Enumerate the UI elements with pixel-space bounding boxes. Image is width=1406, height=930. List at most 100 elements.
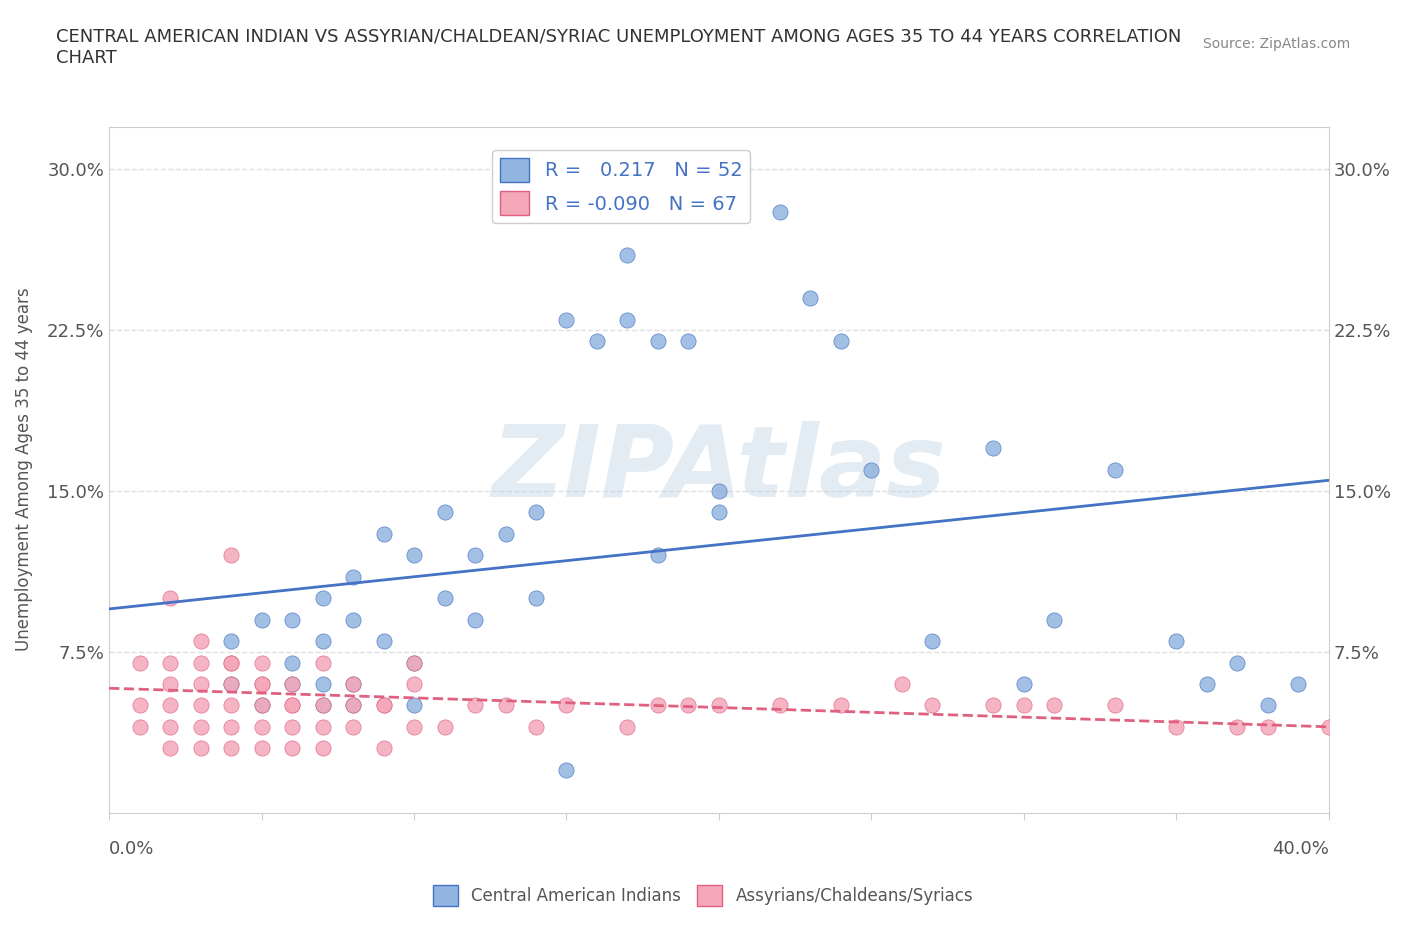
Point xyxy=(342,698,364,712)
Point xyxy=(707,698,730,712)
Point xyxy=(373,741,395,756)
Point xyxy=(250,698,273,712)
Point xyxy=(860,462,883,477)
Text: ZIPAtlas: ZIPAtlas xyxy=(492,421,946,518)
Point xyxy=(555,698,578,712)
Point xyxy=(342,676,364,691)
Point xyxy=(311,698,333,712)
Point xyxy=(1012,676,1035,691)
Point xyxy=(402,720,425,735)
Point xyxy=(373,526,395,541)
Point xyxy=(464,548,486,563)
Point xyxy=(1317,720,1340,735)
Point xyxy=(128,655,150,670)
Point xyxy=(159,720,181,735)
Legend: R =   0.217   N = 52, R = -0.090   N = 67: R = 0.217 N = 52, R = -0.090 N = 67 xyxy=(492,150,751,223)
Point xyxy=(464,612,486,627)
Point xyxy=(830,334,852,349)
Point xyxy=(190,698,212,712)
Point xyxy=(464,698,486,712)
Point xyxy=(281,698,304,712)
Point xyxy=(342,698,364,712)
Point xyxy=(250,676,273,691)
Point xyxy=(890,676,912,691)
Point xyxy=(647,334,669,349)
Point xyxy=(159,591,181,605)
Point xyxy=(159,655,181,670)
Point xyxy=(707,505,730,520)
Point xyxy=(311,741,333,756)
Point xyxy=(250,720,273,735)
Point xyxy=(311,720,333,735)
Point xyxy=(402,676,425,691)
Point xyxy=(219,720,242,735)
Point xyxy=(1226,655,1249,670)
Point xyxy=(707,484,730,498)
Point xyxy=(311,676,333,691)
Point xyxy=(647,548,669,563)
Point xyxy=(830,698,852,712)
Point xyxy=(311,633,333,648)
Point xyxy=(281,698,304,712)
Point xyxy=(1226,720,1249,735)
Point xyxy=(311,698,333,712)
Point xyxy=(402,698,425,712)
Point xyxy=(281,741,304,756)
Point xyxy=(402,655,425,670)
Point xyxy=(281,720,304,735)
Point xyxy=(586,334,609,349)
Text: 40.0%: 40.0% xyxy=(1272,840,1329,858)
Point xyxy=(219,548,242,563)
Point xyxy=(281,612,304,627)
Point xyxy=(616,247,638,262)
Point xyxy=(1104,462,1126,477)
Point xyxy=(342,569,364,584)
Point xyxy=(219,633,242,648)
Point xyxy=(190,676,212,691)
Point xyxy=(524,720,547,735)
Point xyxy=(1257,720,1279,735)
Point xyxy=(1043,698,1066,712)
Point xyxy=(281,676,304,691)
Point xyxy=(616,312,638,327)
Point xyxy=(250,655,273,670)
Point xyxy=(616,720,638,735)
Point xyxy=(190,633,212,648)
Point xyxy=(128,720,150,735)
Point xyxy=(250,612,273,627)
Point xyxy=(769,98,792,113)
Point xyxy=(219,698,242,712)
Point xyxy=(1104,698,1126,712)
Point xyxy=(402,655,425,670)
Point xyxy=(1012,698,1035,712)
Point xyxy=(311,591,333,605)
Point xyxy=(342,720,364,735)
Point xyxy=(159,698,181,712)
Point xyxy=(159,741,181,756)
Point xyxy=(128,698,150,712)
Point xyxy=(219,676,242,691)
Point xyxy=(647,698,669,712)
Point xyxy=(1166,633,1188,648)
Point xyxy=(311,655,333,670)
Point xyxy=(190,655,212,670)
Point xyxy=(250,741,273,756)
Point xyxy=(342,612,364,627)
Point xyxy=(983,698,1005,712)
Point xyxy=(433,591,456,605)
Point xyxy=(433,505,456,520)
Point xyxy=(250,698,273,712)
Point xyxy=(555,763,578,777)
Point xyxy=(1043,612,1066,627)
Text: CENTRAL AMERICAN INDIAN VS ASSYRIAN/CHALDEAN/SYRIAC UNEMPLOYMENT AMONG AGES 35 T: CENTRAL AMERICAN INDIAN VS ASSYRIAN/CHAL… xyxy=(56,28,1181,67)
Point xyxy=(524,505,547,520)
Point xyxy=(219,655,242,670)
Point xyxy=(678,334,700,349)
Legend: Central American Indians, Assyrians/Chaldeans/Syriacs: Central American Indians, Assyrians/Chal… xyxy=(426,879,980,912)
Point xyxy=(1257,698,1279,712)
Point xyxy=(1195,676,1218,691)
Text: 0.0%: 0.0% xyxy=(110,840,155,858)
Y-axis label: Unemployment Among Ages 35 to 44 years: Unemployment Among Ages 35 to 44 years xyxy=(15,287,32,651)
Point xyxy=(678,698,700,712)
Point xyxy=(219,676,242,691)
